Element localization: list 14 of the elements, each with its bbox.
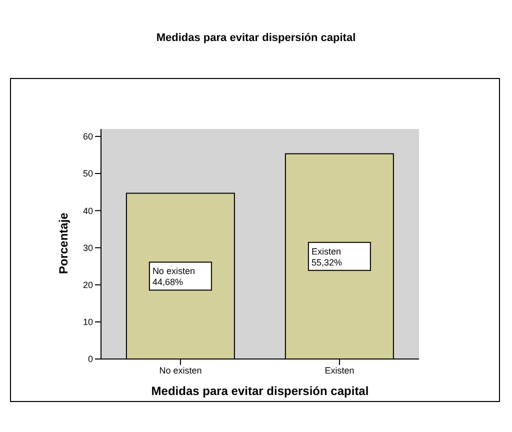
y-tick-label: 60 (82, 132, 93, 142)
y-tick-label: 30 (82, 242, 93, 253)
chart-title: Medidas para evitar dispersión capital (155, 32, 357, 46)
y-tick-label: 20 (82, 280, 93, 290)
y-axis-title: Porcentaje (56, 212, 70, 274)
data-label: No existen 44,68% (152, 266, 195, 288)
y-tick-label: 10 (82, 317, 93, 328)
data-label: Existen 55,32% (311, 246, 342, 268)
y-tick-label: 50 (82, 168, 93, 179)
x-axis-title: Medidas para evitar dispersión capital (151, 384, 369, 398)
y-tick-label: 40 (82, 206, 93, 216)
y-tick-label: 0 (88, 354, 93, 364)
x-tick-label: No existen (159, 365, 202, 376)
x-tick-label: Existen (324, 365, 354, 376)
